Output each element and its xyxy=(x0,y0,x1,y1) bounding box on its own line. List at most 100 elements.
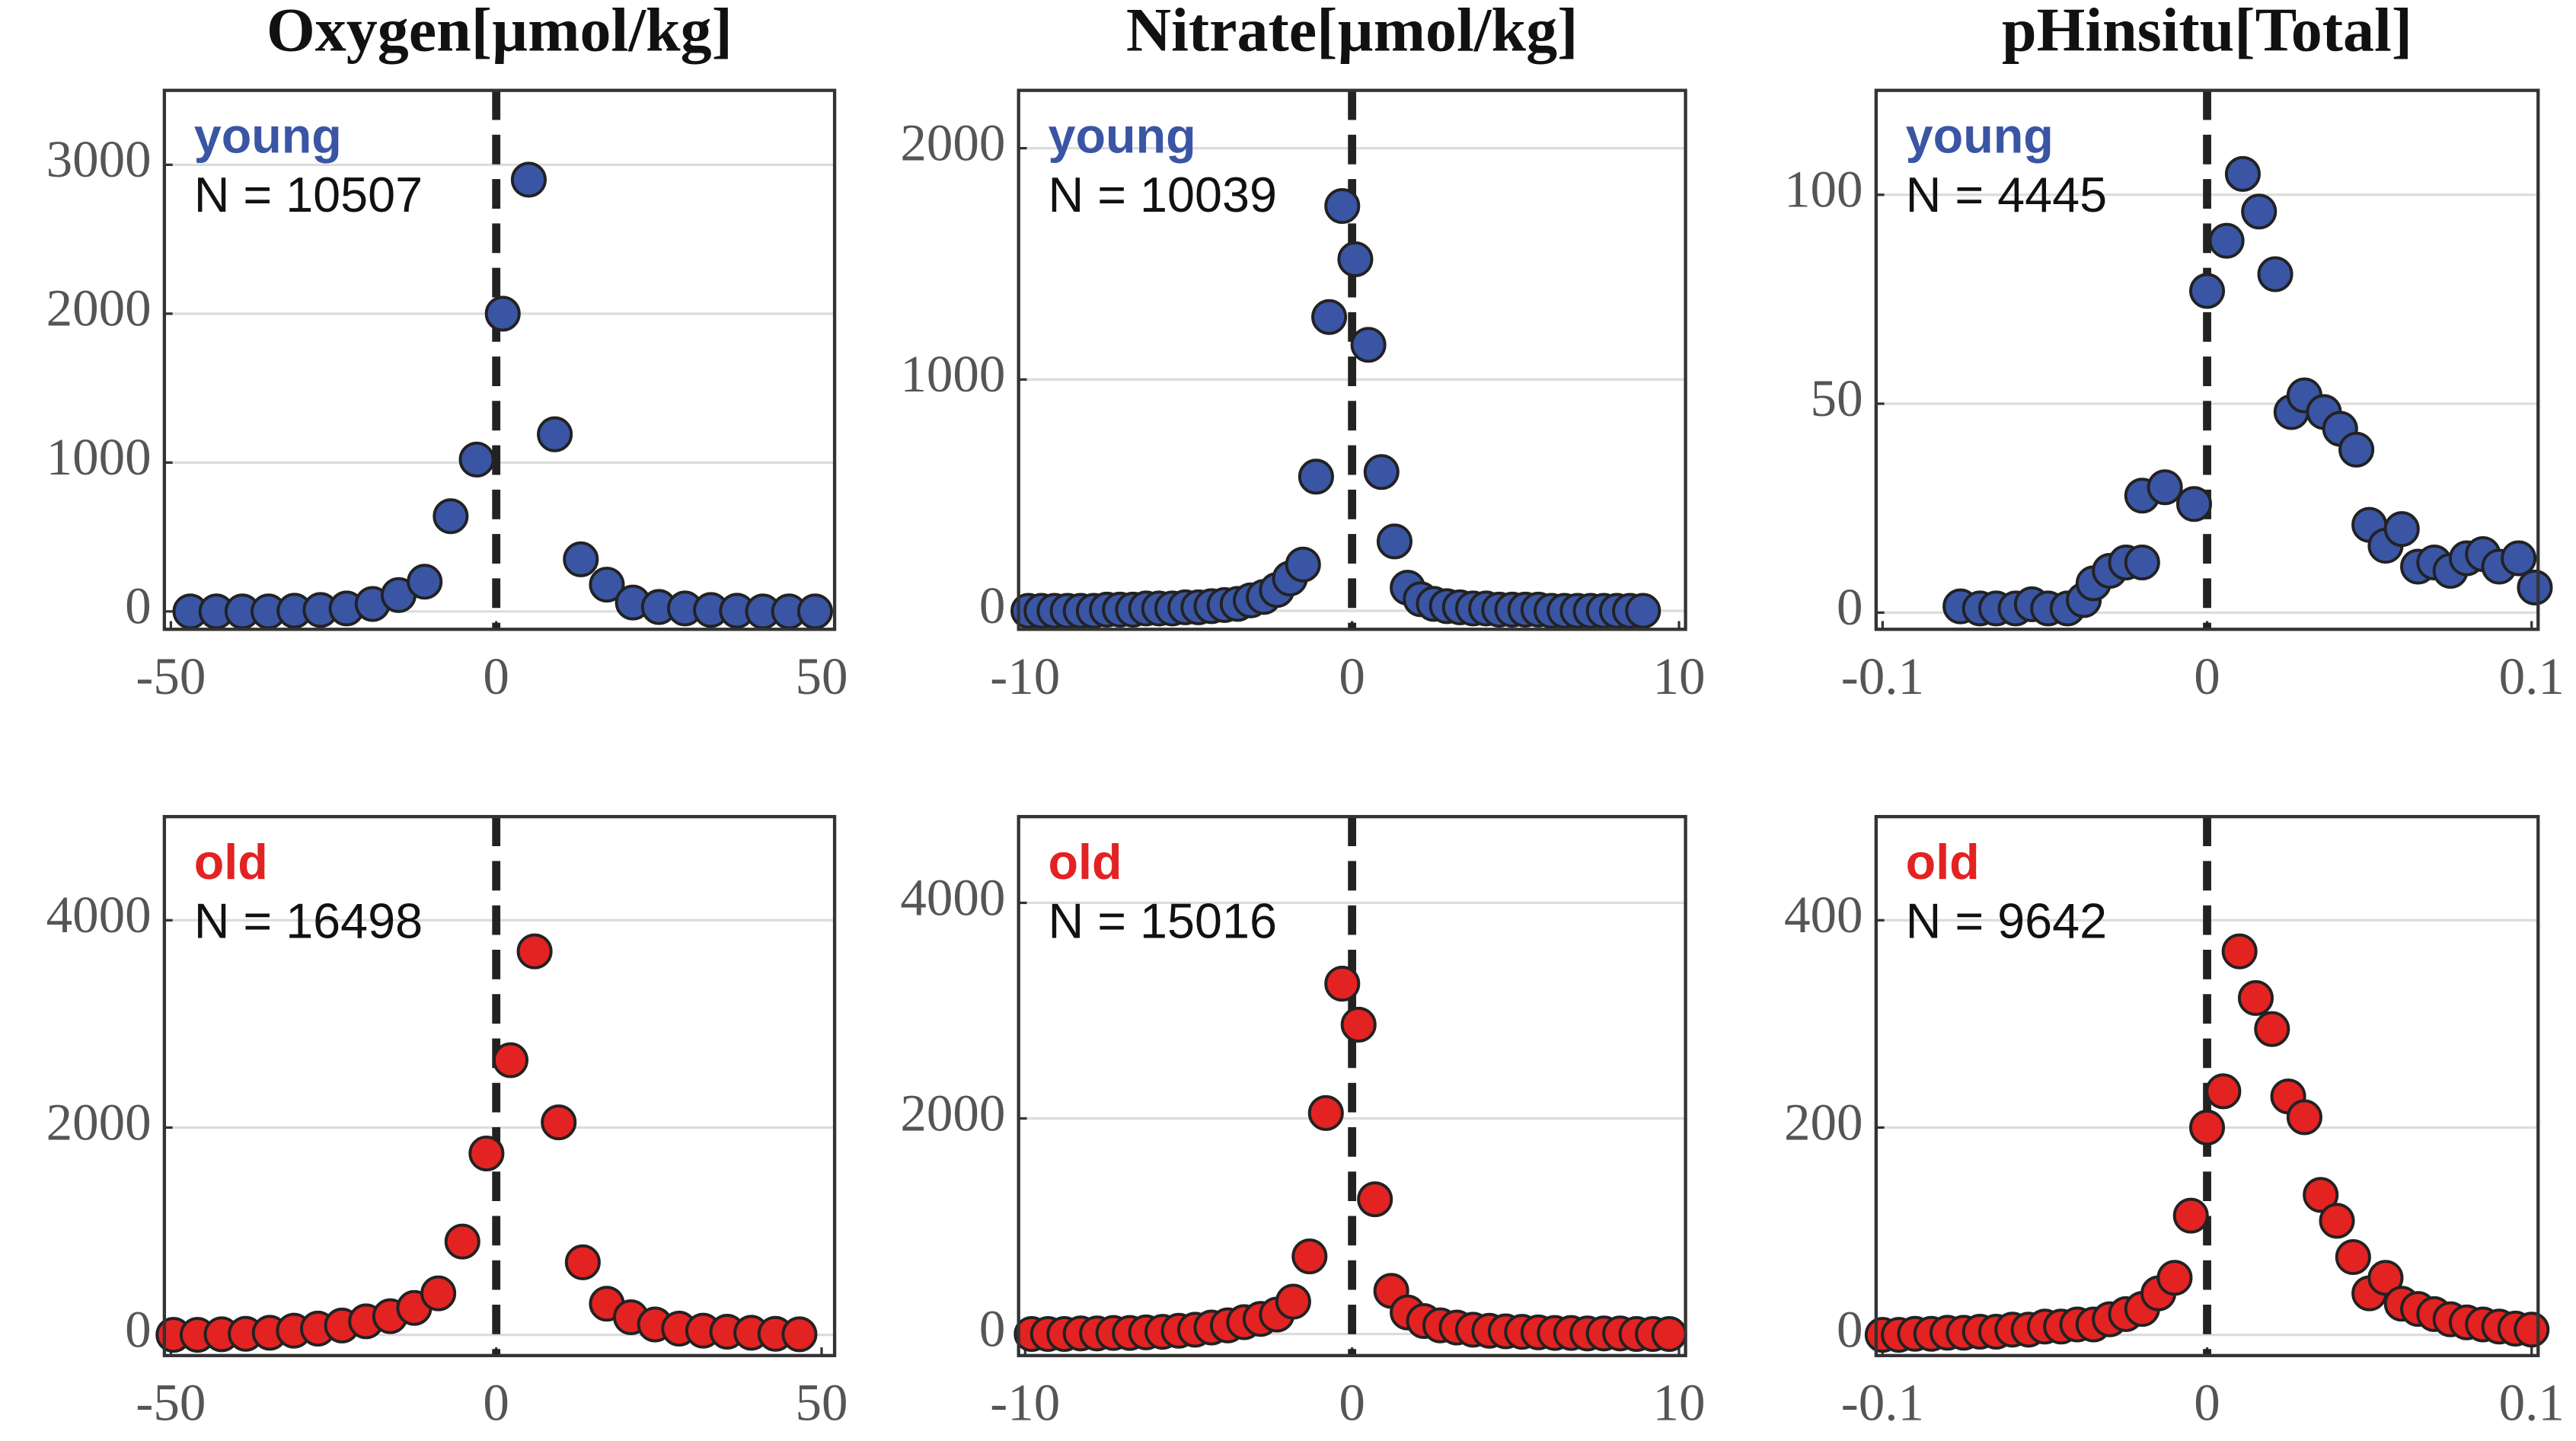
point xyxy=(1307,1094,1344,1131)
point xyxy=(1340,1006,1377,1043)
panel-title: Nitrate[µmol/kg] xyxy=(1126,0,1578,64)
point xyxy=(2367,1260,2404,1296)
y-tick-label: 400 xyxy=(1784,885,1863,944)
y-tick-label: 1000 xyxy=(900,344,1005,403)
x-tick-label: 0 xyxy=(1339,647,1365,705)
y-tick-label: 200 xyxy=(1784,1092,1863,1151)
point xyxy=(484,296,521,332)
y-tick-label: 0 xyxy=(125,577,152,635)
point xyxy=(407,564,443,600)
x-tick-label: -0.1 xyxy=(1841,647,1924,705)
point xyxy=(1625,593,1661,629)
x-tick-label: 10 xyxy=(1652,1373,1705,1432)
point xyxy=(2338,431,2375,468)
point xyxy=(1291,1238,1328,1275)
point xyxy=(2514,1312,2550,1348)
x-tick-label: 0 xyxy=(483,1373,509,1432)
point xyxy=(1311,299,1348,335)
x-tick-label: -10 xyxy=(990,1373,1060,1432)
point xyxy=(2383,511,2420,548)
point xyxy=(796,593,833,630)
x-tick-label: 10 xyxy=(1652,647,1705,705)
x-tick-label: 0 xyxy=(483,647,509,705)
y-tick-label: 0 xyxy=(1837,577,1863,636)
x-tick-label: 0 xyxy=(2194,1373,2220,1432)
point xyxy=(1275,1283,1311,1320)
point xyxy=(1324,187,1361,225)
point xyxy=(2156,1260,2193,1296)
point xyxy=(420,1275,457,1312)
y-tick-label: 2000 xyxy=(46,279,152,337)
point xyxy=(2319,1203,2355,1239)
point xyxy=(1376,523,1412,560)
point xyxy=(1285,546,1321,583)
point xyxy=(2124,544,2160,581)
point xyxy=(492,1042,529,1078)
axes-frame xyxy=(1874,88,2540,631)
point xyxy=(2254,1011,2290,1047)
y-tick-label: 2000 xyxy=(900,1083,1005,1142)
point xyxy=(516,933,553,970)
annotation: N = 16498 xyxy=(194,893,423,949)
annotation: old xyxy=(194,834,268,890)
annotation: N = 15016 xyxy=(1049,893,1277,949)
annotation: N = 10507 xyxy=(194,167,423,222)
point xyxy=(2147,469,2183,506)
x-tick-label: -10 xyxy=(990,647,1060,705)
point xyxy=(564,1244,601,1280)
x-tick-label: 0 xyxy=(1339,1373,1365,1432)
x-tick-label: -0.1 xyxy=(1841,1373,1924,1432)
point xyxy=(1357,1181,1393,1218)
x-tick-label: 0.1 xyxy=(2499,647,2565,705)
point xyxy=(1298,458,1334,495)
y-tick-label: 3000 xyxy=(46,129,152,188)
point xyxy=(781,1316,818,1353)
y-tick-label: 4000 xyxy=(900,867,1005,926)
point xyxy=(2286,1099,2322,1136)
y-tick-label: 2000 xyxy=(900,113,1005,171)
annotation: N = 4445 xyxy=(1906,167,2107,222)
point xyxy=(2205,1073,2242,1110)
y-tick-label: 0 xyxy=(125,1299,152,1358)
point xyxy=(2517,569,2553,605)
point xyxy=(510,161,547,198)
annotation: young xyxy=(1906,107,2054,163)
annotation: young xyxy=(1049,107,1196,163)
point xyxy=(2241,193,2278,230)
x-tick-label: -50 xyxy=(136,647,206,705)
annotation: N = 9642 xyxy=(1906,893,2107,949)
point xyxy=(458,441,495,478)
point xyxy=(2335,1239,2371,1276)
axes-frame xyxy=(162,88,837,631)
annotation: young xyxy=(194,107,342,163)
axes-frame xyxy=(1874,815,2540,1357)
y-tick-label: 4000 xyxy=(46,885,152,944)
point xyxy=(1337,241,1374,277)
point xyxy=(2189,273,2226,309)
panel-title: pHinsitu[Total] xyxy=(2002,0,2412,64)
y-tick-label: 100 xyxy=(1784,160,1863,219)
point xyxy=(444,1223,480,1260)
point xyxy=(2189,1109,2226,1145)
annotation: old xyxy=(1049,834,1122,890)
point xyxy=(563,541,599,577)
point xyxy=(541,1104,577,1141)
y-tick-label: 50 xyxy=(1811,369,1863,427)
x-tick-label: 50 xyxy=(795,647,847,705)
point xyxy=(2172,1197,2209,1234)
point xyxy=(1363,454,1400,490)
panel-title: Oxygen[µmol/kg] xyxy=(267,0,733,64)
point xyxy=(468,1135,505,1171)
axes-frame xyxy=(162,815,837,1357)
point xyxy=(2237,979,2274,1016)
point xyxy=(2175,486,2213,522)
point xyxy=(537,416,573,452)
y-tick-label: 0 xyxy=(979,576,1006,634)
x-tick-label: 0.1 xyxy=(2499,1373,2565,1432)
x-tick-label: 50 xyxy=(795,1373,847,1432)
point xyxy=(2257,256,2294,292)
x-tick-label: -50 xyxy=(136,1373,206,1432)
axes-frame xyxy=(1017,815,1687,1357)
y-tick-label: 0 xyxy=(1837,1299,1863,1358)
